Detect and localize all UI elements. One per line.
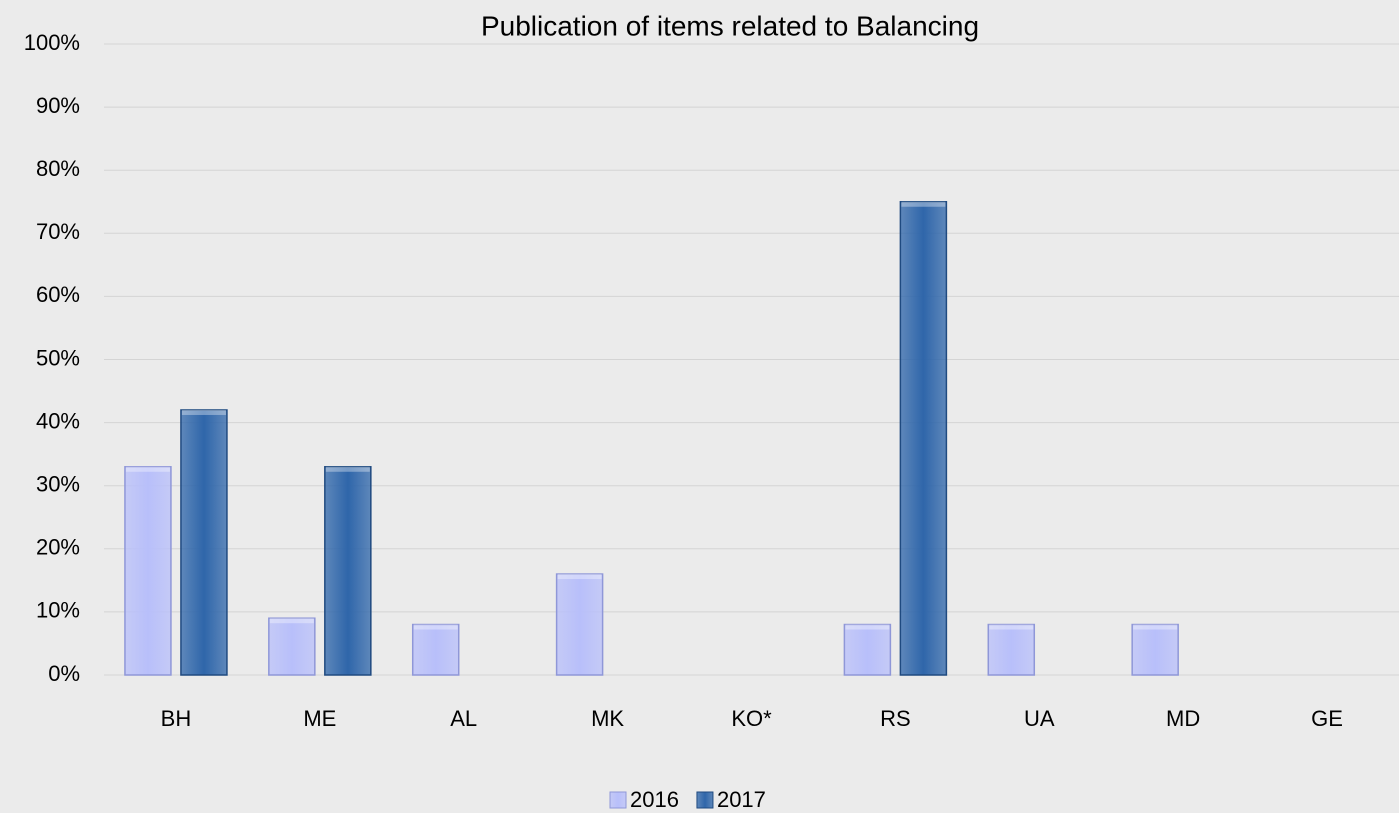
bar xyxy=(411,623,460,676)
bar-cap xyxy=(557,574,602,580)
bar xyxy=(899,201,948,676)
legend-swatch xyxy=(609,791,627,809)
legend-label: 2016 xyxy=(630,787,679,812)
legend-swatch xyxy=(696,791,714,809)
bar-cap xyxy=(125,466,170,472)
bar-cap xyxy=(1133,624,1178,630)
x-tick-label: GE xyxy=(1311,706,1343,731)
bar xyxy=(843,623,892,676)
y-tick-label: 10% xyxy=(36,598,80,623)
bar-cap xyxy=(181,409,226,415)
y-tick-label: 90% xyxy=(36,93,80,118)
y-tick-label: 50% xyxy=(36,345,80,370)
y-tick-label: 80% xyxy=(36,156,80,181)
y-tick-label: 20% xyxy=(36,535,80,560)
y-tick-label: 70% xyxy=(36,219,80,244)
x-tick-label: UA xyxy=(1024,706,1055,731)
legend-label: 2017 xyxy=(717,787,766,812)
y-tick-label: 100% xyxy=(24,30,80,55)
chart-title: Publication of items related to Balancin… xyxy=(481,10,979,41)
x-tick-label: MD xyxy=(1166,706,1200,731)
bar xyxy=(268,617,316,676)
bar xyxy=(124,466,172,676)
x-tick-label: KO* xyxy=(731,706,772,731)
y-tick-label: 60% xyxy=(36,282,80,307)
bar-cap xyxy=(269,618,314,624)
bar-cap xyxy=(845,624,890,630)
x-tick-label: MK xyxy=(591,706,624,731)
y-tick-label: 40% xyxy=(36,408,80,433)
bar xyxy=(180,409,228,676)
bar xyxy=(987,623,1036,676)
x-tick-label: RS xyxy=(880,706,911,731)
bar-cap xyxy=(989,624,1034,630)
y-tick-label: 0% xyxy=(48,661,80,686)
bar-cap xyxy=(413,624,458,630)
bar-cap xyxy=(325,466,370,472)
x-tick-label: BH xyxy=(161,706,192,731)
bar xyxy=(1131,623,1179,676)
bar-cap xyxy=(901,201,946,207)
bar xyxy=(555,573,604,676)
bar xyxy=(324,466,372,676)
x-tick-label: AL xyxy=(450,706,477,731)
y-tick-label: 30% xyxy=(36,472,80,497)
x-tick-label: ME xyxy=(303,706,336,731)
